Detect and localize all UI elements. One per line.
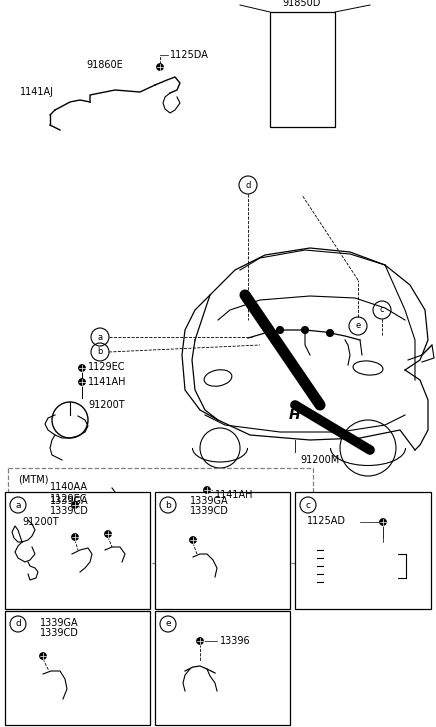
Text: 1339GA: 1339GA: [40, 618, 78, 628]
Text: 1141AH: 1141AH: [88, 377, 126, 387]
Text: b: b: [97, 348, 103, 356]
Bar: [8, 468, 313, 563]
Circle shape: [157, 63, 164, 71]
Circle shape: [72, 502, 78, 508]
Text: e: e: [165, 619, 171, 629]
Text: d: d: [245, 180, 251, 190]
Circle shape: [204, 486, 211, 494]
Circle shape: [302, 326, 309, 334]
Text: 91200T: 91200T: [22, 517, 58, 527]
Bar: [295, 492, 431, 609]
Text: d: d: [15, 619, 21, 629]
Circle shape: [327, 329, 334, 337]
Bar: [155, 492, 290, 609]
Text: 1339CD: 1339CD: [190, 506, 229, 516]
Text: 1141AH: 1141AH: [215, 490, 253, 500]
Circle shape: [190, 537, 197, 544]
Text: 1339CD: 1339CD: [40, 628, 79, 638]
Text: 1339GA: 1339GA: [190, 496, 228, 506]
Bar: [5, 492, 150, 609]
Circle shape: [379, 518, 386, 526]
Text: 91200T: 91200T: [88, 400, 125, 410]
Text: 13396: 13396: [220, 636, 251, 646]
Text: 1141AJ: 1141AJ: [20, 87, 54, 97]
Text: 91200M: 91200M: [300, 455, 339, 465]
Text: b: b: [165, 500, 171, 510]
Bar: [155, 611, 290, 725]
Circle shape: [105, 531, 112, 537]
Circle shape: [40, 653, 47, 659]
Text: c: c: [306, 500, 310, 510]
Text: e: e: [355, 321, 361, 331]
Text: (MTM): (MTM): [18, 474, 48, 484]
Text: 91860E: 91860E: [87, 60, 123, 70]
Bar: [270, 12, 335, 127]
Text: c: c: [380, 305, 384, 315]
Circle shape: [72, 534, 78, 540]
Text: 1129EC: 1129EC: [50, 494, 88, 504]
Text: 1125DA: 1125DA: [170, 50, 209, 60]
Text: H: H: [289, 408, 301, 422]
Text: a: a: [97, 332, 102, 342]
Text: 1125AD: 1125AD: [307, 516, 346, 526]
Text: a: a: [15, 500, 21, 510]
Bar: [5, 611, 150, 725]
Circle shape: [276, 326, 283, 334]
Circle shape: [78, 364, 85, 371]
Text: 91850D: 91850D: [283, 0, 321, 8]
Text: 1339CD: 1339CD: [50, 506, 89, 516]
Text: 1339GA: 1339GA: [50, 496, 89, 506]
Text: 1129EC: 1129EC: [88, 362, 126, 372]
Text: 1140AA: 1140AA: [50, 482, 88, 492]
Circle shape: [78, 379, 85, 385]
Circle shape: [197, 638, 204, 645]
Bar: [323, 542, 398, 590]
